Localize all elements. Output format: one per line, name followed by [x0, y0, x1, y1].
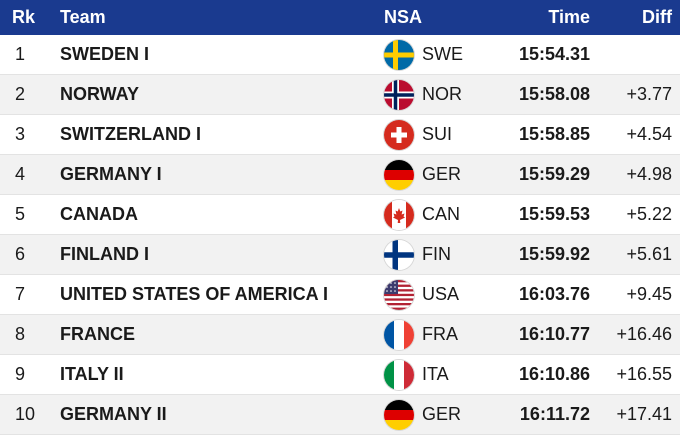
table-row[interactable]: 3 SWITZERLAND I SUI 15:58.85 +4.54 — [0, 115, 680, 155]
nsa-cell: GER — [384, 159, 504, 190]
time-cell: 15:59.92 — [518, 244, 590, 264]
header-time[interactable]: Time — [548, 7, 590, 27]
table-row[interactable]: 8 FRANCE FRA 16:10.77 +16.46 — [0, 315, 680, 355]
usa-flag-icon — [384, 279, 414, 310]
nsa-cell: SUI — [384, 119, 504, 150]
nsa-cell: FRA — [384, 319, 504, 350]
header-diff[interactable]: Diff — [642, 7, 672, 27]
header-team[interactable]: Team — [60, 7, 106, 27]
finland-flag-icon — [384, 239, 414, 270]
rank-cell: 2 — [15, 84, 26, 104]
sweden-flag-icon — [384, 39, 414, 70]
nsa-cell: FIN — [384, 239, 504, 270]
table-row[interactable]: 1 SWEDEN I SWE 15:54.31 — [0, 35, 680, 75]
nsa-code: GER — [422, 404, 462, 424]
nsa-code: NOR — [422, 84, 462, 104]
nsa-code: USA — [422, 284, 460, 304]
time-cell: 15:59.53 — [518, 204, 590, 224]
time-cell: 15:54.31 — [518, 44, 590, 64]
rank-cell: 10 — [15, 404, 36, 424]
nsa-cell: CAN — [384, 199, 504, 230]
team-name[interactable]: NORWAY — [60, 84, 140, 104]
france-flag-icon — [384, 319, 414, 350]
header-nsa[interactable]: NSA — [384, 7, 423, 27]
canada-flag-icon — [384, 199, 414, 230]
rank-cell: 1 — [15, 44, 26, 64]
time-cell: 16:10.86 — [518, 364, 590, 384]
nsa-code: GER — [422, 164, 462, 184]
team-name[interactable]: SWITZERLAND I — [60, 124, 201, 144]
nsa-code: CAN — [422, 204, 461, 224]
nsa-cell: USA — [384, 279, 504, 310]
nsa-code: FIN — [422, 244, 451, 264]
diff-cell: +16.55 — [616, 364, 672, 384]
time-cell: 16:03.76 — [518, 284, 590, 304]
rank-cell: 9 — [15, 364, 26, 384]
table-row[interactable]: 7 UNITED STATES OF AMERICA I USA 16:03.76 +9… — [0, 275, 680, 315]
rank-cell: 6 — [15, 244, 26, 264]
rank-cell: 5 — [15, 204, 26, 224]
diff-cell: +5.22 — [626, 204, 672, 224]
team-name[interactable]: FINLAND I — [60, 244, 149, 264]
table-row[interactable]: 2 NORWAY NOR 15:58.08 +3.77 — [0, 75, 680, 115]
nsa-cell: GER — [384, 399, 504, 430]
diff-cell: +5.61 — [626, 244, 672, 264]
rank-cell: 7 — [15, 284, 26, 304]
time-cell: 16:10.77 — [518, 324, 590, 344]
team-name[interactable]: ITALY II — [60, 364, 124, 384]
team-name[interactable]: FRANCE — [60, 324, 135, 344]
rank-cell: 8 — [15, 324, 26, 344]
team-name[interactable]: GERMANY I — [60, 164, 162, 184]
germany-flag-icon — [384, 159, 414, 190]
norway-flag-icon — [384, 79, 414, 110]
diff-cell: +3.77 — [626, 84, 672, 104]
team-name[interactable]: GERMANY II — [60, 404, 167, 424]
diff-cell: +17.41 — [616, 404, 672, 424]
table-row[interactable]: 5 CANADA CAN 15:59.53 +5.22 — [0, 195, 680, 235]
nsa-cell: SWE — [384, 39, 504, 70]
team-name[interactable]: SWEDEN I — [60, 44, 150, 64]
table-row[interactable]: 9 ITALY II ITA 16:10.86 +16.55 — [0, 355, 680, 395]
table-row[interactable]: 4 GERMANY I GER 15:59.29 +4.98 — [0, 155, 680, 195]
germany-flag-icon — [384, 399, 414, 430]
diff-cell: +9.45 — [626, 284, 672, 304]
diff-cell: +16.46 — [616, 324, 672, 344]
nsa-code: SUI — [422, 124, 453, 144]
table-header: Rk Team NSA Time Diff — [0, 0, 680, 35]
header-rank[interactable]: Rk — [12, 7, 36, 27]
table-row[interactable]: 10 GERMANY II GER 16:11.72 +17.41 — [0, 395, 680, 435]
rank-cell: 4 — [15, 164, 26, 184]
italy-flag-icon — [384, 359, 414, 390]
time-cell: 15:59.29 — [518, 164, 590, 184]
diff-cell: +4.54 — [626, 124, 672, 144]
nsa-code: ITA — [422, 364, 449, 384]
rank-cell: 3 — [15, 124, 26, 144]
team-name[interactable]: CANADA — [60, 204, 138, 224]
diff-cell: +4.98 — [626, 164, 672, 184]
nsa-cell: ITA — [384, 359, 504, 390]
nsa-cell: NOR — [384, 79, 504, 110]
time-cell: 15:58.08 — [518, 84, 590, 104]
switzerland-flag-icon — [384, 119, 414, 150]
table-body: 1 SWEDEN I SWE 15:54.31 2 NORWAY NOR 15:58.08 +3… — [0, 35, 680, 435]
nsa-code: SWE — [422, 44, 464, 64]
time-cell: 16:11.72 — [519, 404, 590, 424]
nsa-code: FRA — [422, 324, 458, 344]
team-name[interactable]: UNITED STATES OF AMERICA I — [60, 284, 328, 304]
table-row[interactable]: 6 FINLAND I FIN 15:59.92 +5.61 — [0, 235, 680, 275]
time-cell: 15:58.85 — [518, 124, 590, 144]
